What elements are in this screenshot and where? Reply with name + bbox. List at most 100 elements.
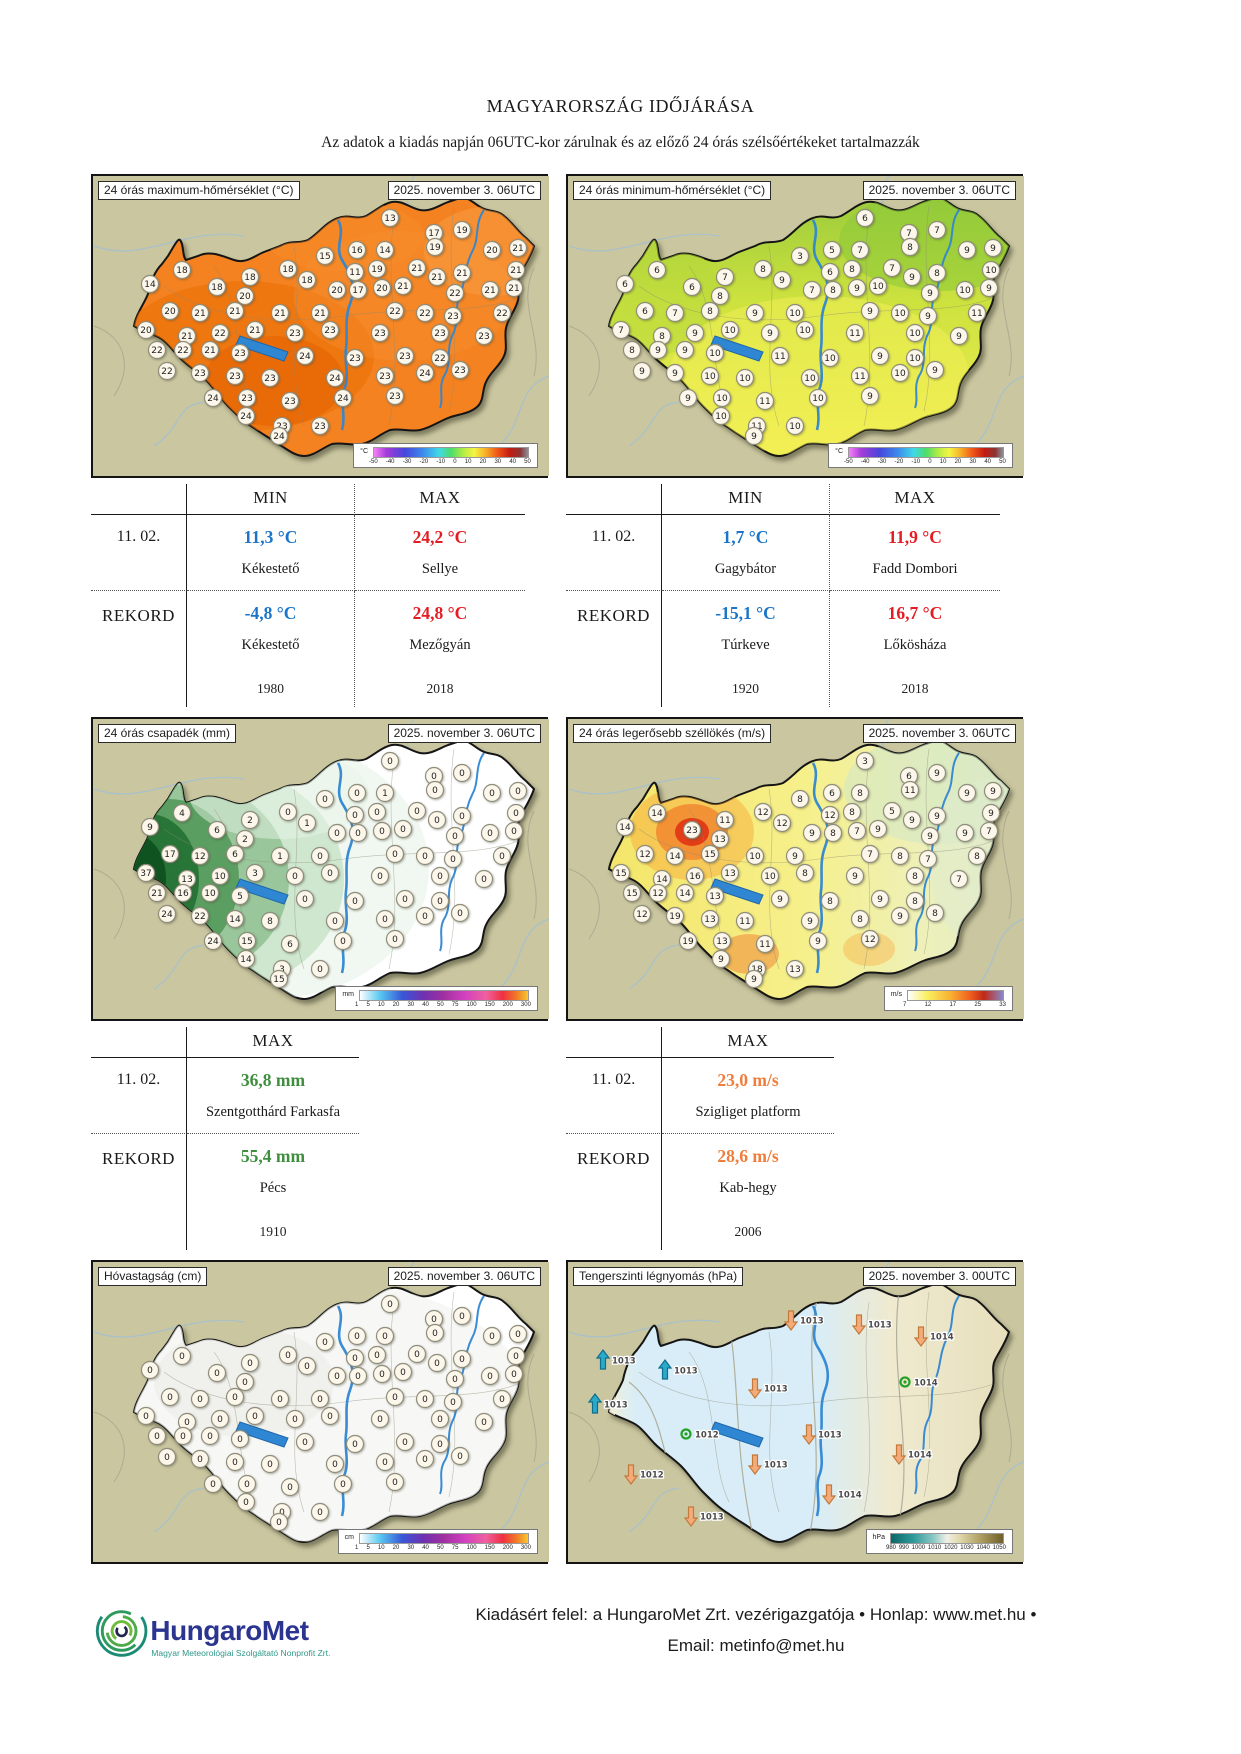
station-value: 13 [712, 931, 732, 951]
station-value: 13 [720, 863, 740, 883]
svg-text:9: 9 [718, 955, 724, 965]
svg-text:0: 0 [392, 1393, 398, 1403]
station-value: 0 [427, 1353, 447, 1373]
station-value: 23 [375, 366, 395, 386]
svg-text:23: 23 [289, 329, 300, 339]
svg-text:24: 24 [207, 937, 219, 947]
station-value: 0 [508, 1324, 528, 1344]
svg-text:0: 0 [332, 1460, 338, 1470]
page-title: MAGYARORSZÁG IDŐJÁRÁSA [486, 96, 755, 116]
svg-text:0: 0 [511, 827, 517, 837]
svg-text:21: 21 [274, 309, 285, 319]
station-value: 23 [225, 366, 245, 386]
svg-text:8: 8 [629, 346, 635, 356]
svg-text:7: 7 [854, 827, 860, 837]
svg-text:22: 22 [419, 309, 430, 319]
svg-text:0: 0 [437, 1440, 443, 1450]
station-value: 0 [385, 1472, 405, 1492]
svg-text:23: 23 [349, 354, 360, 364]
svg-text:0: 0 [277, 1395, 283, 1405]
rekord-max-cell: 28,6 m/s Kab-hegy 2006 [662, 1134, 834, 1250]
column-header-max: MAX [187, 1027, 359, 1058]
station-value: 8 [842, 259, 862, 279]
day-max-value: 11,9 °C [888, 527, 942, 547]
rekord-max-station: Kab-hegy [719, 1180, 777, 1196]
station-value: 8 [850, 909, 870, 929]
station-value: 9 [785, 846, 805, 866]
station-value: 0 [147, 1426, 167, 1446]
station-value: 14 [675, 883, 695, 903]
svg-text:10: 10 [909, 354, 921, 364]
station-value: 0 [415, 1389, 435, 1409]
svg-text:1013: 1013 [612, 1357, 636, 1367]
station-value: 24 [415, 363, 435, 383]
svg-text:0: 0 [450, 855, 456, 865]
station-value: 8 [790, 789, 810, 809]
svg-text:22: 22 [194, 912, 205, 922]
svg-text:15: 15 [241, 937, 252, 947]
day-max-value: 23,0 m/s [717, 1070, 779, 1090]
station-value: 11 [770, 346, 790, 366]
station-value: 10 [905, 323, 925, 343]
station-value: 0 [395, 1432, 415, 1452]
station-value: 0 [443, 1392, 463, 1412]
svg-text:21: 21 [411, 264, 422, 274]
svg-text:11: 11 [854, 372, 865, 382]
station-value: 24 [236, 406, 256, 426]
legend-gradient-strip [359, 990, 529, 1001]
hungaromet-logo: HungaroMet Magyar Meteorológiai Szolgált… [95, 1605, 330, 1658]
map-row-1: 13 17 19 20 21 16 14 19 18 18 18 15 11 19 21 21 21 21 14 18… [91, 174, 1025, 478]
station-value: 13 [700, 909, 720, 929]
legend-unit-label: °C [360, 448, 368, 455]
station-value: 0 [367, 1345, 387, 1365]
station-value: 7 [611, 320, 631, 340]
svg-text:17: 17 [428, 229, 439, 239]
row-label-date: 11. 02. [91, 515, 187, 591]
svg-text:0: 0 [489, 789, 495, 799]
station-value: 8 [823, 823, 843, 843]
svg-text:9: 9 [962, 829, 968, 839]
station-value: 6 [820, 262, 840, 282]
day-max-station: Szentgotthárd Farkasfa [205, 1104, 341, 1120]
svg-text:0: 0 [237, 1435, 243, 1445]
svg-text:1013: 1013 [700, 1513, 724, 1523]
svg-text:0: 0 [232, 1458, 238, 1468]
station-value: 9 [983, 781, 1003, 801]
station-value: 7 [802, 280, 822, 300]
svg-text:20: 20 [331, 286, 343, 296]
station-value: 0 [172, 1346, 192, 1366]
svg-text:22: 22 [434, 354, 445, 364]
station-value: 9 [745, 303, 765, 323]
svg-text:10: 10 [739, 374, 751, 384]
station-value: 0 [278, 1345, 298, 1365]
legend-unit-label: °C [835, 448, 843, 455]
station-value: 0 [160, 1387, 180, 1407]
svg-text:0: 0 [374, 808, 380, 818]
svg-text:0: 0 [379, 1370, 385, 1380]
svg-text:9: 9 [807, 917, 813, 927]
svg-text:0: 0 [459, 769, 465, 779]
station-value: 23 [280, 391, 300, 411]
station-value: 0 [375, 909, 395, 929]
svg-text:0: 0 [387, 1300, 393, 1310]
svg-text:10: 10 [789, 309, 801, 319]
svg-text:7: 7 [986, 827, 992, 837]
svg-text:0: 0 [422, 1455, 428, 1465]
station-value: 21 [200, 340, 220, 360]
station-value: 0 [285, 866, 305, 886]
station-value: 22 [492, 303, 512, 323]
logo-spiral-icon [95, 1605, 148, 1657]
color-scale-legend: °C -50 -40 -30 -20 -10 0 10 20 30 40 50 [828, 443, 1013, 468]
svg-text:17: 17 [352, 286, 363, 296]
svg-text:23: 23 [314, 422, 325, 432]
station-value: 0 [325, 1454, 345, 1474]
map-date-chip: 2025. november 3. 06UTC [862, 181, 1016, 200]
svg-text:23: 23 [478, 332, 489, 342]
map-snow-depth: 0 0 0 0 0 0 0 0 0 0 0 0 0 0 0 0 0 0 0 0 0 0 0 0 0 0 0 0 0 0 0 0 0 0 0 0 0 0 0 0… [91, 1260, 550, 1564]
station-value: 0 [260, 1454, 280, 1474]
station-value: 9 [860, 386, 880, 406]
rekord-min-station: Kékestető [241, 637, 300, 653]
svg-text:0: 0 [499, 852, 505, 862]
logo-wordmark: HungaroMet [150, 1615, 308, 1646]
